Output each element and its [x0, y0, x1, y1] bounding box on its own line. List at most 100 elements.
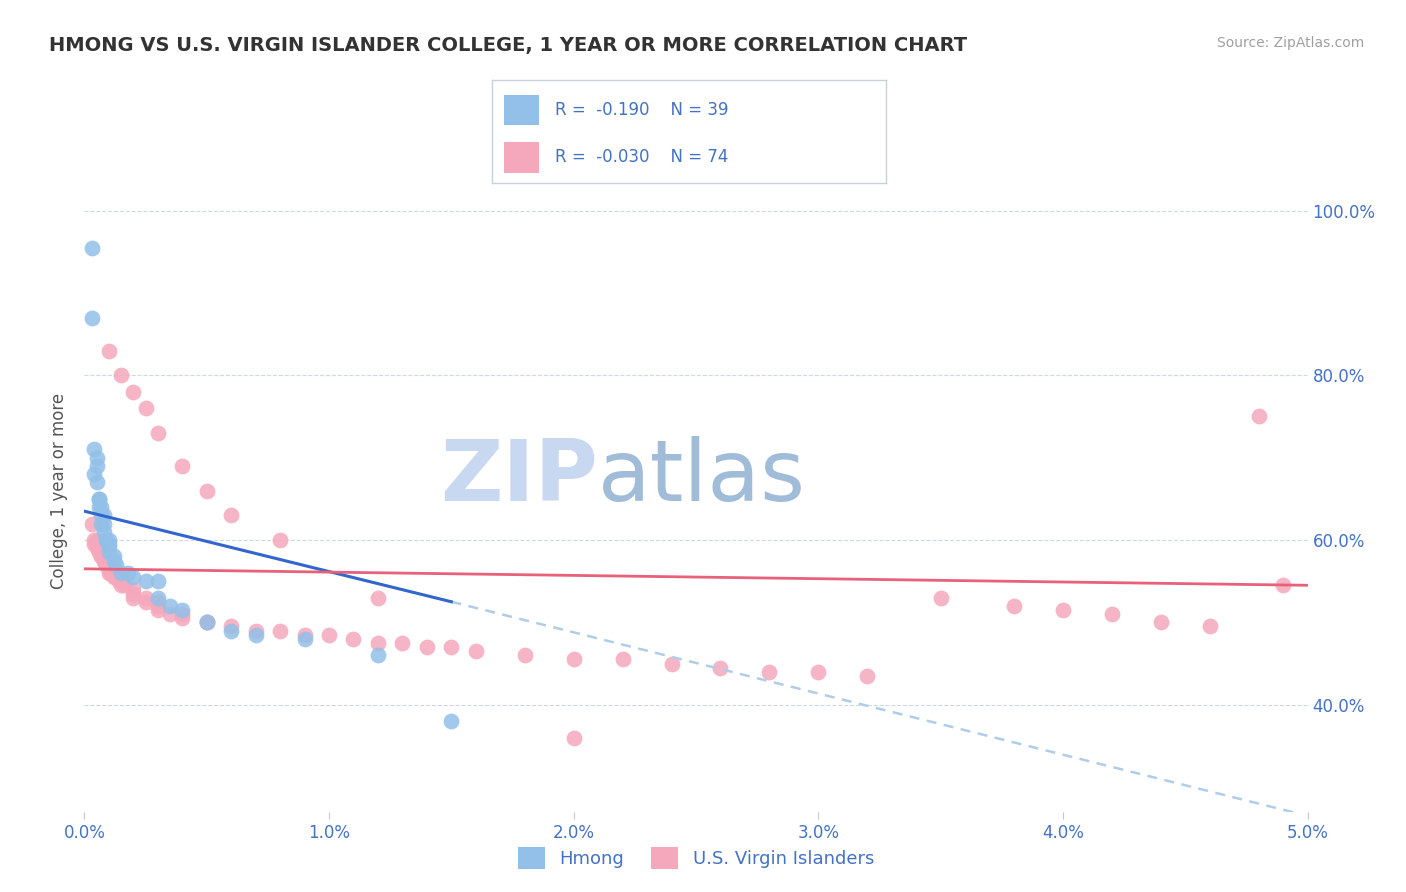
Point — [96, 533, 118, 547]
Point — [83, 533, 105, 547]
Point — [135, 401, 157, 416]
Point — [159, 607, 181, 621]
Point — [110, 566, 132, 580]
Point — [195, 615, 218, 630]
Point — [146, 599, 169, 613]
Point — [83, 467, 105, 482]
Point — [195, 615, 218, 630]
Point — [1052, 603, 1074, 617]
Point — [122, 582, 145, 597]
Point — [661, 657, 683, 671]
Text: HMONG VS U.S. VIRGIN ISLANDER COLLEGE, 1 YEAR OR MORE CORRELATION CHART: HMONG VS U.S. VIRGIN ISLANDER COLLEGE, 1… — [49, 36, 967, 54]
Point — [1198, 619, 1220, 633]
Point — [195, 615, 218, 630]
Y-axis label: College, 1 year or more: College, 1 year or more — [51, 392, 69, 589]
Point — [464, 644, 486, 658]
Text: R =  -0.190    N = 39: R = -0.190 N = 39 — [555, 101, 728, 119]
Point — [146, 425, 169, 440]
Point — [103, 553, 125, 567]
Point — [90, 508, 112, 523]
Point — [172, 607, 194, 621]
Point — [318, 628, 340, 642]
Point — [86, 475, 108, 490]
Point — [856, 669, 879, 683]
Point — [80, 241, 103, 255]
Point — [269, 624, 291, 638]
Point — [97, 541, 120, 556]
Point — [97, 566, 120, 580]
Point — [758, 665, 780, 679]
Point — [90, 549, 112, 564]
Point — [97, 537, 120, 551]
Point — [269, 533, 291, 547]
Point — [294, 632, 316, 646]
Text: R =  -0.030    N = 74: R = -0.030 N = 74 — [555, 148, 728, 166]
Point — [97, 545, 120, 559]
Point — [807, 665, 830, 679]
Point — [93, 524, 115, 539]
Point — [93, 516, 115, 531]
Point — [97, 558, 120, 572]
Point — [87, 545, 110, 559]
Point — [146, 595, 169, 609]
Text: Source: ZipAtlas.com: Source: ZipAtlas.com — [1216, 36, 1364, 50]
Text: atlas: atlas — [598, 436, 806, 519]
Point — [1101, 607, 1123, 621]
Point — [245, 628, 267, 642]
Point — [146, 591, 169, 605]
Point — [86, 450, 108, 465]
Point — [110, 574, 132, 589]
Point — [103, 566, 125, 580]
Point — [172, 603, 194, 617]
Point — [122, 591, 145, 605]
Point — [96, 533, 118, 547]
Point — [86, 541, 108, 556]
Point — [107, 574, 129, 589]
FancyBboxPatch shape — [503, 95, 540, 126]
Point — [367, 636, 389, 650]
Point — [440, 640, 463, 654]
Point — [90, 500, 112, 514]
Point — [93, 553, 115, 567]
Point — [86, 533, 108, 547]
Point — [80, 310, 103, 325]
Point — [219, 624, 242, 638]
Point — [90, 516, 112, 531]
Point — [1272, 578, 1295, 592]
Point — [122, 384, 145, 399]
Point — [513, 648, 536, 663]
Point — [100, 566, 122, 580]
Point — [105, 570, 128, 584]
Point — [709, 660, 731, 674]
Point — [416, 640, 439, 654]
Point — [110, 578, 132, 592]
Point — [103, 570, 125, 584]
Point — [440, 714, 463, 728]
Point — [562, 652, 585, 666]
Point — [87, 491, 110, 506]
Point — [97, 533, 120, 547]
Point — [135, 574, 157, 589]
Point — [103, 549, 125, 564]
Legend: Hmong, U.S. Virgin Islanders: Hmong, U.S. Virgin Islanders — [510, 840, 882, 877]
Point — [135, 595, 157, 609]
Point — [1150, 615, 1173, 630]
Point — [117, 566, 139, 580]
Point — [146, 574, 169, 589]
Point — [342, 632, 364, 646]
Point — [159, 599, 181, 613]
Point — [93, 553, 115, 567]
Point — [112, 578, 135, 592]
Point — [135, 591, 157, 605]
Point — [929, 591, 952, 605]
Point — [87, 491, 110, 506]
Point — [367, 591, 389, 605]
Point — [97, 562, 120, 576]
Point — [122, 570, 145, 584]
Point — [1002, 599, 1025, 613]
Point — [172, 611, 194, 625]
Point — [195, 483, 218, 498]
Point — [562, 731, 585, 745]
Point — [122, 586, 145, 600]
Point — [1247, 409, 1270, 424]
